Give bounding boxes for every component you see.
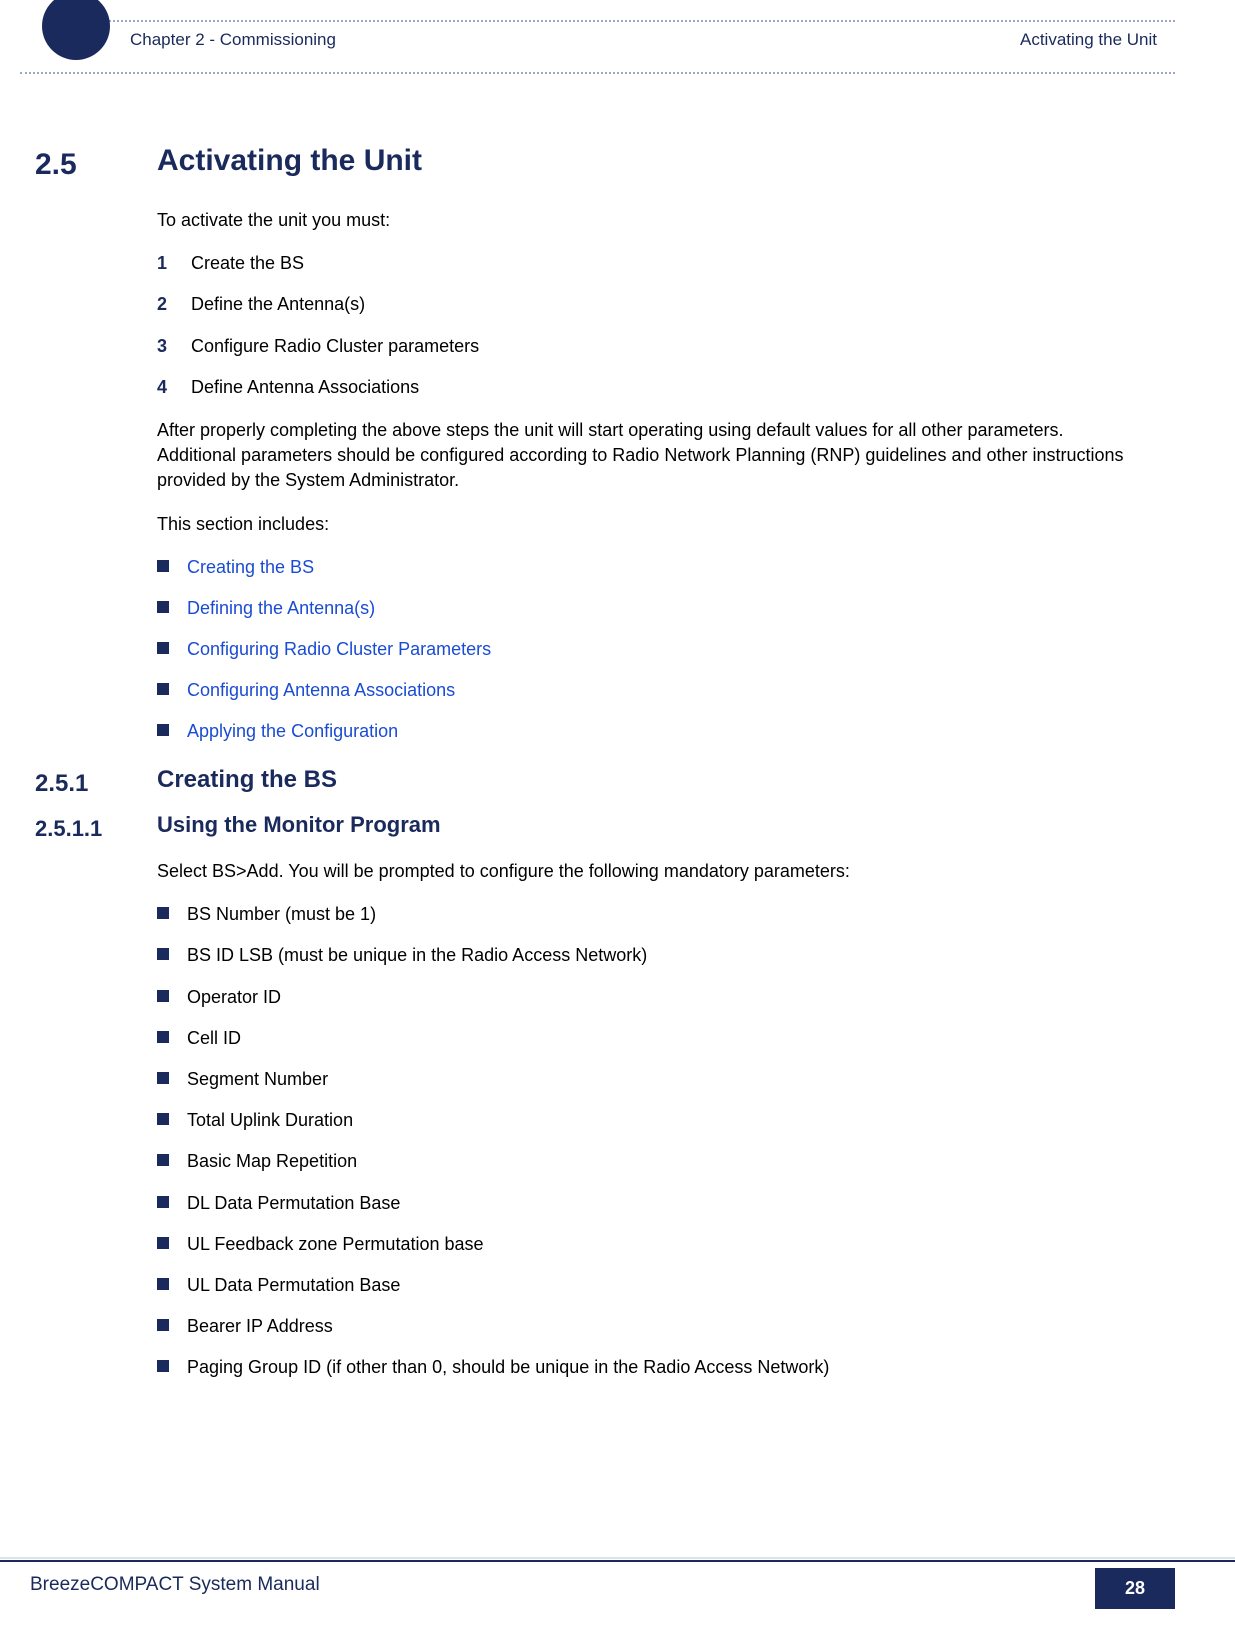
section-title-2-5-1: Creating the BS bbox=[157, 763, 337, 801]
page-content: 2.5 Activating the Unit To activate the … bbox=[0, 90, 1235, 1380]
param-text: Total Uplink Duration bbox=[187, 1108, 353, 1133]
list-item: Defining the Antenna(s) bbox=[157, 596, 1140, 621]
step-text: Create the BS bbox=[191, 251, 304, 276]
step-number: 1 bbox=[157, 251, 175, 276]
param-text: Bearer IP Address bbox=[187, 1314, 333, 1339]
section-number-2-5-1: 2.5.1 bbox=[35, 763, 135, 801]
list-item: Configuring Radio Cluster Parameters bbox=[157, 637, 1140, 662]
intro-text: To activate the unit you must: bbox=[157, 208, 1140, 233]
list-item: Basic Map Repetition bbox=[157, 1149, 1140, 1174]
square-bullet-icon bbox=[157, 1031, 169, 1043]
manual-title: BreezeCOMPACT System Manual bbox=[30, 1568, 320, 1609]
square-bullet-icon bbox=[157, 907, 169, 919]
param-text: Paging Group ID (if other than 0, should… bbox=[187, 1355, 829, 1380]
link-defining-antennas[interactable]: Defining the Antenna(s) bbox=[187, 596, 375, 621]
section-title-2-5: Activating the Unit bbox=[157, 140, 422, 186]
list-item: UL Feedback zone Permutation base bbox=[157, 1232, 1140, 1257]
square-bullet-icon bbox=[157, 724, 169, 736]
param-text: DL Data Permutation Base bbox=[187, 1191, 400, 1216]
square-bullet-icon bbox=[157, 1278, 169, 1290]
list-item: Configuring Antenna Associations bbox=[157, 678, 1140, 703]
list-item: Total Uplink Duration bbox=[157, 1108, 1140, 1133]
square-bullet-icon bbox=[157, 1154, 169, 1166]
link-radio-cluster[interactable]: Configuring Radio Cluster Parameters bbox=[187, 637, 491, 662]
section-number-2-5: 2.5 bbox=[35, 140, 135, 186]
includes-label: This section includes: bbox=[157, 512, 1140, 537]
list-item: Paging Group ID (if other than 0, should… bbox=[157, 1355, 1140, 1380]
section-number-2-5-1-1: 2.5.1.1 bbox=[35, 810, 135, 845]
chapter-label: Chapter 2 - Commissioning bbox=[130, 28, 336, 52]
list-item: 3 Configure Radio Cluster parameters bbox=[157, 334, 1140, 359]
list-item: Segment Number bbox=[157, 1067, 1140, 1092]
list-item: 2 Define the Antenna(s) bbox=[157, 292, 1140, 317]
square-bullet-icon bbox=[157, 948, 169, 960]
square-bullet-icon bbox=[157, 1360, 169, 1372]
list-item: Operator ID bbox=[157, 985, 1140, 1010]
footer-divider bbox=[0, 1559, 1235, 1562]
list-item: Applying the Configuration bbox=[157, 719, 1140, 744]
square-bullet-icon bbox=[157, 1196, 169, 1208]
param-text: Basic Map Repetition bbox=[187, 1149, 357, 1174]
header-circle-icon bbox=[42, 0, 110, 60]
param-text: UL Data Permutation Base bbox=[187, 1273, 400, 1298]
square-bullet-icon bbox=[157, 1072, 169, 1084]
square-bullet-icon bbox=[157, 1113, 169, 1125]
param-text: Cell ID bbox=[187, 1026, 241, 1051]
link-antenna-assoc[interactable]: Configuring Antenna Associations bbox=[187, 678, 455, 703]
page-footer: BreezeCOMPACT System Manual 28 bbox=[0, 1559, 1235, 1609]
mandatory-params-list: BS Number (must be 1) BS ID LSB (must be… bbox=[157, 902, 1140, 1380]
square-bullet-icon bbox=[157, 1237, 169, 1249]
param-text: BS ID LSB (must be unique in the Radio A… bbox=[187, 943, 647, 968]
list-item: BS ID LSB (must be unique in the Radio A… bbox=[157, 943, 1140, 968]
page-number: 28 bbox=[1095, 1568, 1175, 1609]
square-bullet-icon bbox=[157, 601, 169, 613]
step-text: Configure Radio Cluster parameters bbox=[191, 334, 479, 359]
list-item: 1 Create the BS bbox=[157, 251, 1140, 276]
monitor-intro: Select BS>Add. You will be prompted to c… bbox=[157, 859, 1140, 884]
step-number: 3 bbox=[157, 334, 175, 359]
step-text: Define Antenna Associations bbox=[191, 375, 419, 400]
param-text: Segment Number bbox=[187, 1067, 328, 1092]
list-item: DL Data Permutation Base bbox=[157, 1191, 1140, 1216]
param-text: BS Number (must be 1) bbox=[187, 902, 376, 927]
header-divider-bottom bbox=[20, 72, 1175, 74]
after-steps-text: After properly completing the above step… bbox=[157, 418, 1140, 494]
page-header: Chapter 2 - Commissioning Activating the… bbox=[0, 0, 1235, 90]
section-links-list: Creating the BS Defining the Antenna(s) … bbox=[157, 555, 1140, 745]
list-item: BS Number (must be 1) bbox=[157, 902, 1140, 927]
square-bullet-icon bbox=[157, 683, 169, 695]
square-bullet-icon bbox=[157, 642, 169, 654]
list-item: Creating the BS bbox=[157, 555, 1140, 580]
param-text: UL Feedback zone Permutation base bbox=[187, 1232, 484, 1257]
step-text: Define the Antenna(s) bbox=[191, 292, 365, 317]
section-label: Activating the Unit bbox=[1020, 28, 1157, 52]
list-item: UL Data Permutation Base bbox=[157, 1273, 1140, 1298]
square-bullet-icon bbox=[157, 1319, 169, 1331]
square-bullet-icon bbox=[157, 990, 169, 1002]
list-item: Cell ID bbox=[157, 1026, 1140, 1051]
step-number: 4 bbox=[157, 375, 175, 400]
section-title-2-5-1-1: Using the Monitor Program bbox=[157, 810, 441, 845]
list-item: Bearer IP Address bbox=[157, 1314, 1140, 1339]
link-creating-bs[interactable]: Creating the BS bbox=[187, 555, 314, 580]
activation-steps-list: 1 Create the BS 2 Define the Antenna(s) … bbox=[157, 251, 1140, 400]
step-number: 2 bbox=[157, 292, 175, 317]
param-text: Operator ID bbox=[187, 985, 281, 1010]
header-divider-top bbox=[100, 20, 1175, 22]
list-item: 4 Define Antenna Associations bbox=[157, 375, 1140, 400]
link-applying-config[interactable]: Applying the Configuration bbox=[187, 719, 398, 744]
square-bullet-icon bbox=[157, 560, 169, 572]
